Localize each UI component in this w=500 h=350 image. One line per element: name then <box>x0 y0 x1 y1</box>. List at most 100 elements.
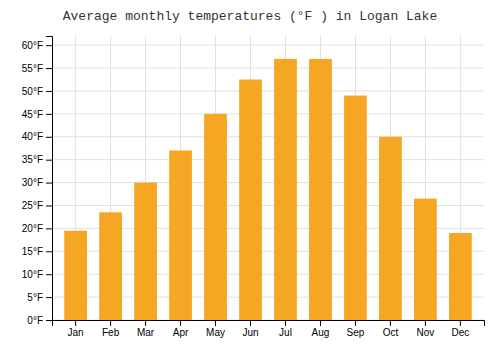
tick-mark <box>46 91 52 92</box>
axis-line <box>46 37 53 321</box>
tick: Apr <box>173 320 189 338</box>
bar <box>309 59 332 320</box>
tick-mark <box>285 320 286 326</box>
tick-label: Aug <box>312 327 330 338</box>
tick-mark <box>46 114 52 115</box>
tick-label: May <box>206 327 225 338</box>
tick-mark <box>46 160 52 161</box>
tick-label: 30°F <box>22 177 43 188</box>
title: Average monthly temperatures (°F ) in Lo… <box>63 9 437 24</box>
grid <box>52 36 484 320</box>
tick: 60°F <box>22 40 52 51</box>
tick-label: 5°F <box>27 292 43 303</box>
tick-mark <box>46 274 52 275</box>
tick-mark <box>250 320 251 326</box>
tick-mark <box>110 320 111 326</box>
tick: Jul <box>279 320 292 338</box>
tick: Dec <box>451 320 469 338</box>
tick: 45°F <box>22 109 52 120</box>
tick-label: 45°F <box>22 109 43 120</box>
tick-label: Feb <box>102 327 120 338</box>
tick-label: Nov <box>417 327 435 338</box>
tick-mark <box>46 297 52 298</box>
x-axis: Jan Feb Mar Apr May Jun Jul Aug Sep Oct Nov Dec <box>53 320 485 338</box>
tick-label: Jan <box>68 327 84 338</box>
tick-mark <box>215 320 216 326</box>
tick: 20°F <box>22 223 52 234</box>
tick: 5°F <box>27 292 52 303</box>
tick: 30°F <box>22 177 52 188</box>
tick: 0°F <box>27 315 52 326</box>
tick: Mar <box>137 320 155 338</box>
tick-mark <box>46 205 52 206</box>
tick: 40°F <box>22 131 52 142</box>
plot: 0°F 5°F 10°F 15°F 20°F 25°F 30°F 35°F 40°F 45°F 50… <box>22 36 485 338</box>
bar <box>274 59 297 320</box>
bar <box>449 233 472 320</box>
tick-label: 35°F <box>22 154 43 165</box>
grid-line <box>52 159 484 160</box>
grid-line <box>52 113 484 114</box>
bar <box>239 80 262 320</box>
tick-mark <box>46 45 52 46</box>
tick-label: 40°F <box>22 131 43 142</box>
tick: Nov <box>417 320 435 338</box>
grid-line <box>52 136 484 137</box>
tick: Feb <box>102 320 120 338</box>
tick-label: Sep <box>347 327 365 338</box>
tick-label: 15°F <box>22 246 43 257</box>
tick-mark <box>390 320 391 326</box>
tick: 35°F <box>22 154 52 165</box>
bar <box>344 96 367 320</box>
tick-label: 50°F <box>22 86 43 97</box>
tick: Aug <box>312 320 330 338</box>
tick-mark <box>145 320 146 326</box>
tick-label: Apr <box>173 327 189 338</box>
tick: Sep <box>347 320 365 338</box>
tick-mark <box>46 251 52 252</box>
tick-label: 10°F <box>22 269 43 280</box>
tick-mark <box>46 320 52 321</box>
grid-line <box>52 182 484 183</box>
tick: 50°F <box>22 86 52 97</box>
tick-mark <box>46 183 52 184</box>
bars <box>64 59 472 320</box>
grid-line <box>52 68 484 69</box>
grid-line <box>52 90 484 91</box>
bar <box>379 137 402 320</box>
tick: Oct <box>383 320 399 338</box>
y-axis: 0°F 5°F 10°F 15°F 20°F 25°F 30°F 35°F 40°F 45°F 50… <box>22 37 53 326</box>
bar <box>414 199 437 320</box>
bar <box>204 114 227 320</box>
tick-label: 0°F <box>27 315 43 326</box>
tick: 10°F <box>22 269 52 280</box>
tick-mark <box>460 320 461 326</box>
tick: 15°F <box>22 246 52 257</box>
bar <box>169 151 192 320</box>
tick-mark <box>180 320 181 326</box>
tick: Jun <box>242 320 258 338</box>
tick-label: 20°F <box>22 223 43 234</box>
chart: Average monthly temperatures (°F ) in Lo… <box>0 0 500 350</box>
tick: Jan <box>68 320 84 338</box>
tick: 25°F <box>22 200 52 211</box>
axis-line <box>53 321 485 327</box>
tick-mark <box>75 320 76 326</box>
tick-label: Jun <box>242 327 258 338</box>
bar <box>99 212 122 320</box>
tick-label: 60°F <box>22 40 43 51</box>
grid-line <box>52 45 484 46</box>
tick-mark <box>355 320 356 326</box>
tick: 55°F <box>22 63 52 74</box>
tick-mark <box>46 228 52 229</box>
tick-label: 55°F <box>22 63 43 74</box>
tick-label: 25°F <box>22 200 43 211</box>
tick-mark <box>46 68 52 69</box>
tick-label: Mar <box>137 327 155 338</box>
bar <box>134 183 157 320</box>
tick-mark <box>425 320 426 326</box>
tick-label: Dec <box>451 327 469 338</box>
tick-mark <box>320 320 321 326</box>
bar <box>64 231 87 320</box>
tick: May <box>206 320 225 338</box>
